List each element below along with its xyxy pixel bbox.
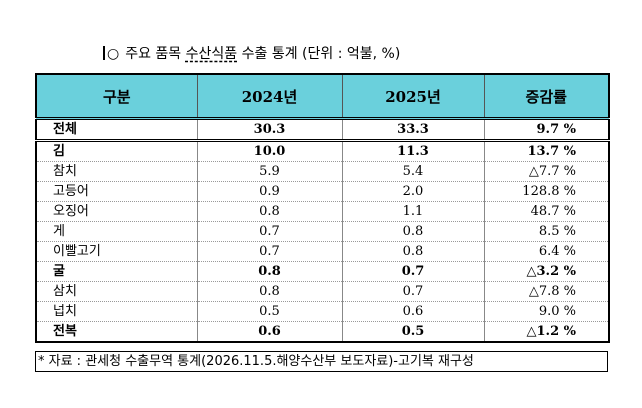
table-row: 게 0.7 0.8 8.5 %: [35, 221, 610, 242]
table-header-row: 구분 2024년 2025년 증감률: [35, 73, 610, 119]
cell-category: 김: [35, 139, 198, 162]
table-body: 전체 30.3 33.3 9.7 % 김 10.0 11.3 13.7 % 참치 5.9 5.4 △7…: [35, 117, 610, 342]
heading-text-pre: 주요 품목: [125, 46, 186, 62]
cell-2024: 0.7: [196, 241, 343, 262]
table-heading: ○ 주요 품목 수산식품 수출 통계 (단위 : 억불, %): [103, 44, 400, 64]
cell-category: 넙치: [35, 301, 198, 322]
cell-2025: 0.8: [341, 241, 485, 262]
cell-2025: 0.6: [341, 301, 485, 322]
cell-change-rate: 13.7 %: [483, 139, 610, 162]
heading-text-emphasis: 수산식품: [185, 46, 238, 62]
cell-2025: 33.3: [341, 117, 485, 141]
table-row: 참치 5.9 5.4 △7.7 %: [35, 161, 610, 182]
cell-2025: 11.3: [341, 139, 485, 162]
cell-change-rate: 6.4 %: [483, 241, 610, 262]
table-row: 오징어 0.8 1.1 48.7 %: [35, 201, 610, 222]
cell-change-rate: 128.8 %: [483, 181, 610, 202]
table-row: 고등어 0.9 2.0 128.8 %: [35, 181, 610, 202]
cell-2025: 0.7: [341, 281, 485, 302]
table-row: 전복 0.6 0.5 △1.2 %: [35, 321, 610, 342]
cell-2025: 0.7: [341, 261, 485, 282]
cell-2025: 0.8: [341, 221, 485, 242]
table-row: 이빨고기 0.7 0.8 6.4 %: [35, 241, 610, 262]
cell-2024: 0.9: [196, 181, 343, 202]
heading-bar: [103, 46, 105, 60]
cell-2024: 10.0: [196, 139, 343, 162]
heading-bullet: ○: [107, 46, 120, 62]
cell-2024: 0.8: [196, 201, 343, 222]
table-row: 굴 0.8 0.7 △3.2 %: [35, 261, 610, 282]
cell-2025: 1.1: [341, 201, 485, 222]
header-2024: 2024년: [196, 73, 343, 119]
cell-category: 오징어: [35, 201, 198, 222]
cell-category: 고등어: [35, 181, 198, 202]
cell-2024: 0.7: [196, 221, 343, 242]
cell-category: 참치: [35, 161, 198, 182]
cell-category: 전복: [35, 321, 198, 342]
cell-2024: 30.3: [196, 117, 343, 141]
cell-2024: 0.6: [196, 321, 343, 342]
header-change-rate: 증감률: [483, 73, 610, 119]
cell-change-rate: △3.2 %: [483, 261, 610, 282]
export-stats-table: 구분 2024년 2025년 증감률 전체 30.3 33.3 9.7 % 김 10.0 1…: [35, 73, 610, 343]
cell-change-rate: △7.7 %: [483, 161, 610, 182]
cell-category: 삼치: [35, 281, 198, 302]
cell-2024: 5.9: [196, 161, 343, 182]
cell-2024: 0.8: [196, 261, 343, 282]
table-row: 김 10.0 11.3 13.7 %: [35, 139, 610, 162]
cell-2025: 2.0: [341, 181, 485, 202]
table-row: 전체 30.3 33.3 9.7 %: [35, 117, 610, 141]
header-2025: 2025년: [341, 73, 485, 119]
header-category: 구분: [35, 73, 198, 119]
table-row: 넙치 0.5 0.6 9.0 %: [35, 301, 610, 322]
cell-change-rate: 9.0 %: [483, 301, 610, 322]
cell-category: 이빨고기: [35, 241, 198, 262]
heading-text-post: 수출 통계 (단위 : 억불, %): [237, 46, 401, 62]
table-row: 삼치 0.8 0.7 △7.8 %: [35, 281, 610, 302]
cell-2025: 0.5: [341, 321, 485, 342]
cell-change-rate: 8.5 %: [483, 221, 610, 242]
cell-category: 굴: [35, 261, 198, 282]
cell-change-rate: △1.2 %: [483, 321, 610, 342]
cell-change-rate: △7.8 %: [483, 281, 610, 302]
cell-category: 게: [35, 221, 198, 242]
cell-change-rate: 48.7 %: [483, 201, 610, 222]
cell-2024: 0.8: [196, 281, 343, 302]
cell-2024: 0.5: [196, 301, 343, 322]
cell-change-rate: 9.7 %: [483, 117, 610, 141]
source-note: * 자료 : 관세청 수출무역 통계(2026.11.5.해양수산부 보도자료)…: [35, 351, 608, 372]
cell-2025: 5.4: [341, 161, 485, 182]
cell-category: 전체: [35, 117, 198, 141]
